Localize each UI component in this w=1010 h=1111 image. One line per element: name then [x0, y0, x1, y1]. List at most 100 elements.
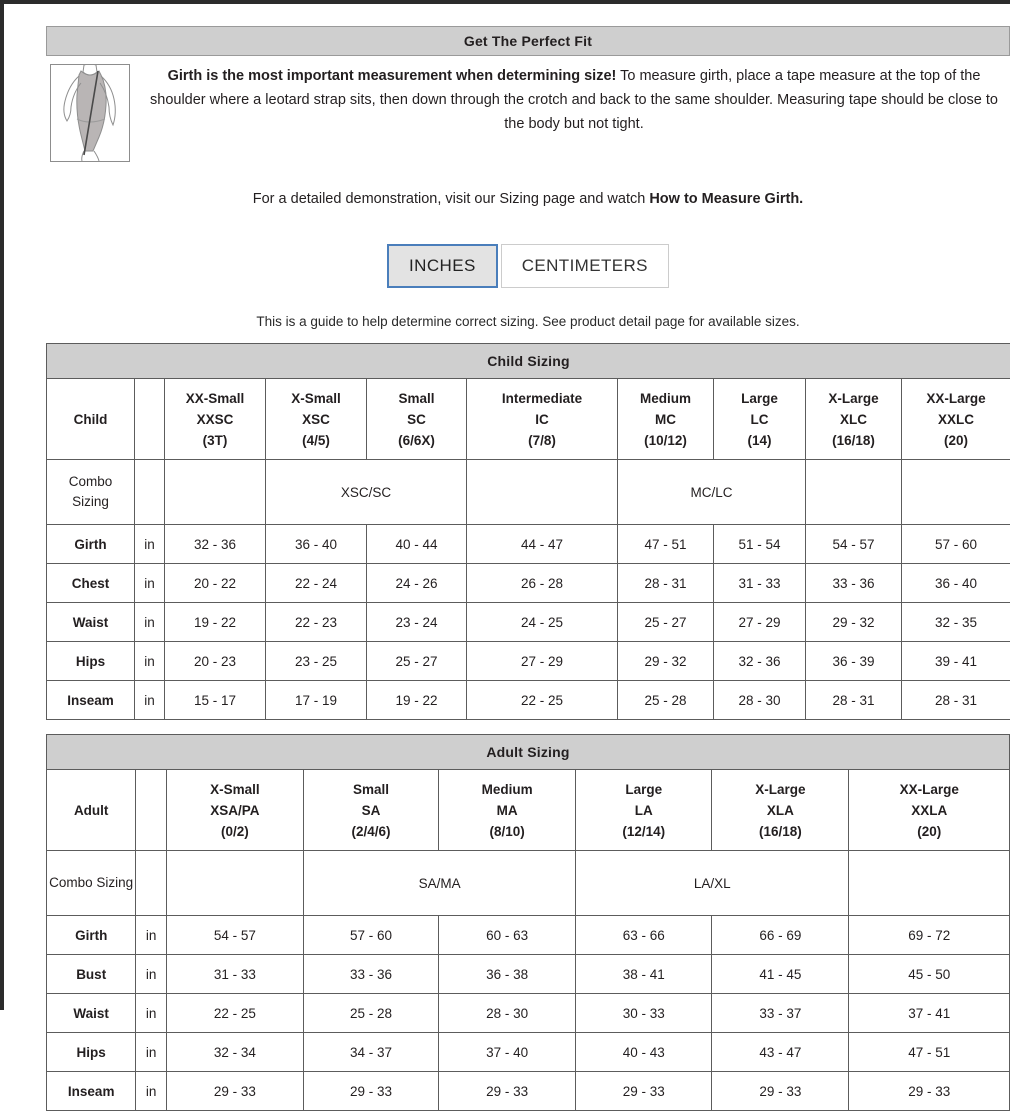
child-chest-mc: 28 - 31 [618, 564, 714, 603]
child-chest-xlc: 33 - 36 [806, 564, 902, 603]
adult-col-la: Large LA (12/14) [576, 770, 712, 851]
child-combo-cell-1: XSC/SC [266, 460, 467, 525]
unit-toggle-group: INCHES CENTIMETERS [46, 244, 1010, 288]
adult-bust-xla: 41 - 45 [712, 955, 849, 994]
child-inseam-lc: 28 - 30 [714, 681, 806, 720]
table-row: Girth in 54 - 57 57 - 60 60 - 63 63 - 66… [47, 916, 1010, 955]
adult-girth-xxla: 69 - 72 [849, 916, 1010, 955]
adult-col-xxla-name: XX-Large [851, 779, 1007, 800]
child-col-sc: Small SC (6/6X) [367, 379, 467, 460]
leotard-girth-diagram-icon [50, 64, 130, 162]
child-table-header-row: Child XX-Small XXSC (3T) X-Small XSC (4/… [47, 379, 1010, 460]
adult-girth-la: 63 - 66 [576, 916, 712, 955]
child-girth-lc: 51 - 54 [714, 525, 806, 564]
child-sizing-table: Child Sizing Child XX-Small XXSC (3T) X-… [46, 343, 1010, 720]
child-hips-xxlc: 39 - 41 [902, 642, 1010, 681]
child-hips-sc: 25 - 27 [367, 642, 467, 681]
adult-combo-cell-0 [166, 851, 303, 916]
adult-combo-cell-3 [849, 851, 1010, 916]
child-row-chest-label: Chest [47, 564, 135, 603]
child-col-ic: Intermediate IC (7/8) [467, 379, 618, 460]
child-combo-cell-3: MC/LC [618, 460, 806, 525]
child-waist-lc: 27 - 29 [714, 603, 806, 642]
child-inseam-ic: 22 - 25 [467, 681, 618, 720]
child-col-xsc-numeric: (4/5) [268, 430, 364, 451]
adult-waist-ma: 28 - 30 [439, 994, 576, 1033]
child-col-lc-name: Large [716, 388, 803, 409]
adult-col-xla-code: XLA [714, 800, 846, 821]
adult-row-waist-label: Waist [47, 994, 136, 1033]
adult-col-ma-name: Medium [441, 779, 573, 800]
adult-row-header-label: Adult [47, 770, 136, 851]
child-girth-xsc: 36 - 40 [266, 525, 367, 564]
child-row-girth-label: Girth [47, 525, 135, 564]
how-to-measure-girth-link[interactable]: How to Measure Girth. [649, 191, 803, 207]
child-waist-mc: 25 - 27 [618, 603, 714, 642]
adult-col-xsa: X-Small XSA/PA (0/2) [166, 770, 303, 851]
adult-col-sa-name: Small [306, 779, 436, 800]
adult-col-xxla-numeric: (20) [851, 821, 1007, 842]
adult-girth-xla: 66 - 69 [712, 916, 849, 955]
adult-row-bust-label: Bust [47, 955, 136, 994]
child-col-xxsc: XX-Small XXSC (3T) [165, 379, 266, 460]
adult-combo-sizing-row: Combo Sizing SA/MA LA/XL [47, 851, 1010, 916]
child-col-xsc-name: X-Small [268, 388, 364, 409]
child-hips-lc: 32 - 36 [714, 642, 806, 681]
child-col-mc-numeric: (10/12) [620, 430, 711, 451]
child-hips-xxsc: 20 - 23 [165, 642, 266, 681]
adult-hips-xla: 43 - 47 [712, 1033, 849, 1072]
child-girth-xlc: 54 - 57 [806, 525, 902, 564]
child-chest-xxlc: 36 - 40 [902, 564, 1010, 603]
adult-hips-la: 40 - 43 [576, 1033, 712, 1072]
adult-hips-xxla: 47 - 51 [849, 1033, 1010, 1072]
child-row-header-label: Child [47, 379, 135, 460]
table-row: Inseam in 29 - 33 29 - 33 29 - 33 29 - 3… [47, 1072, 1010, 1111]
adult-table-header-row: Adult X-Small XSA/PA (0/2) Small SA (2/4… [47, 770, 1010, 851]
adult-unit-header [136, 770, 166, 851]
child-inseam-xxsc: 15 - 17 [165, 681, 266, 720]
child-table-title: Child Sizing [47, 344, 1010, 379]
adult-table-title-row: Adult Sizing [47, 735, 1010, 770]
adult-row-inseam-unit: in [136, 1072, 166, 1111]
adult-col-xla-name: X-Large [714, 779, 846, 800]
adult-row-hips-unit: in [136, 1033, 166, 1072]
girth-emphasis-text: Girth is the most important measurement … [168, 68, 617, 84]
unit-inches-button[interactable]: INCHES [387, 244, 498, 288]
adult-hips-xsa: 32 - 34 [166, 1033, 303, 1072]
adult-row-girth-label: Girth [47, 916, 136, 955]
child-col-lc: Large LC (14) [714, 379, 806, 460]
child-col-xxsc-numeric: (3T) [167, 430, 263, 451]
child-col-xxlc-numeric: (20) [904, 430, 1008, 451]
child-col-xxlc-name: XX-Large [904, 388, 1008, 409]
adult-col-ma-numeric: (8/10) [441, 821, 573, 842]
child-col-xsc-code: XSC [268, 409, 364, 430]
adult-combo-unit-cell [136, 851, 166, 916]
table-row: Chest in 20 - 22 22 - 24 24 - 26 26 - 28… [47, 564, 1010, 603]
adult-col-xxla-code: XXLA [851, 800, 1007, 821]
child-combo-cell-4 [806, 460, 902, 525]
adult-inseam-xla: 29 - 33 [712, 1072, 849, 1111]
child-hips-xlc: 36 - 39 [806, 642, 902, 681]
adult-row-hips-label: Hips [47, 1033, 136, 1072]
child-inseam-xxlc: 28 - 31 [902, 681, 1010, 720]
adult-col-xsa-numeric: (0/2) [169, 821, 301, 842]
unit-centimeters-button[interactable]: CENTIMETERS [501, 244, 669, 288]
child-col-sc-name: Small [369, 388, 464, 409]
child-inseam-sc: 19 - 22 [367, 681, 467, 720]
child-row-hips-label: Hips [47, 642, 135, 681]
table-row: Bust in 31 - 33 33 - 36 36 - 38 38 - 41 … [47, 955, 1010, 994]
measure-demo-line: For a detailed demonstration, visit our … [46, 188, 1010, 210]
adult-bust-sa: 33 - 36 [303, 955, 438, 994]
perfect-fit-body: Girth is the most important measurement … [46, 64, 1010, 162]
adult-waist-sa: 25 - 28 [303, 994, 438, 1033]
content-column: Get The Perfect Fit [46, 26, 1010, 1111]
adult-col-la-code: LA [578, 800, 709, 821]
child-col-mc: Medium MC (10/12) [618, 379, 714, 460]
child-col-lc-code: LC [716, 409, 803, 430]
child-col-xlc-name: X-Large [808, 388, 899, 409]
child-col-xxsc-name: XX-Small [167, 388, 263, 409]
child-col-ic-numeric: (7/8) [469, 430, 615, 451]
adult-col-xla: X-Large XLA (16/18) [712, 770, 849, 851]
child-combo-cell-5 [902, 460, 1010, 525]
adult-col-ma-code: MA [441, 800, 573, 821]
